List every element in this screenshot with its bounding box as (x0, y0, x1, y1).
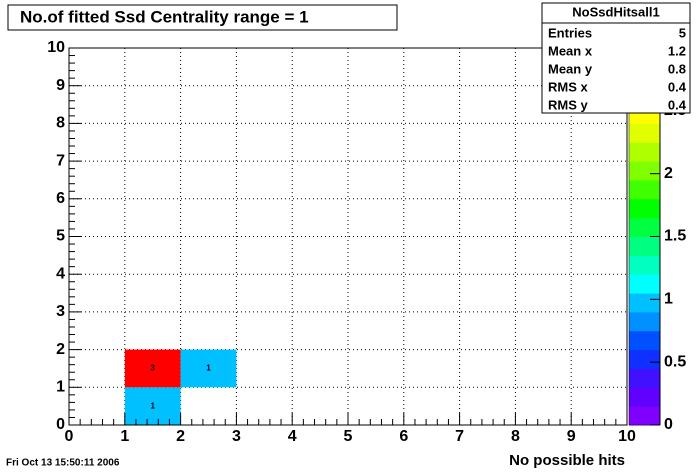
x-tick-label: 3 (232, 428, 241, 445)
stats-value: 1.2 (668, 43, 686, 58)
y-tick-label: 2 (56, 341, 65, 358)
palette-band (629, 368, 660, 388)
y-tick-label: 3 (56, 303, 65, 320)
x-tick-label: 8 (511, 428, 520, 445)
palette-band (629, 311, 660, 332)
palette-band (629, 217, 660, 237)
x-tick-label: 7 (455, 428, 464, 445)
x-tick-label: 4 (288, 428, 297, 445)
cell-label: 1 (206, 364, 211, 373)
stats-value: 0.8 (668, 61, 686, 76)
palette-band (629, 142, 660, 162)
x-tick-label: 6 (399, 428, 408, 445)
palette-band (629, 236, 660, 256)
y-tick-label: 8 (56, 115, 65, 132)
x-tick-label: 9 (567, 428, 576, 445)
y-tick-label: 6 (56, 190, 65, 207)
y-tick-label: 5 (56, 228, 65, 245)
z-tick-label: 2 (664, 165, 673, 182)
stats-value: 0.4 (668, 79, 687, 94)
stats-label: RMS x (548, 79, 589, 94)
palette-band (629, 161, 660, 181)
cell-label: 3 (150, 364, 155, 373)
z-tick-label: 1.5 (664, 228, 686, 245)
x-tick-label: 0 (65, 428, 74, 445)
palette-band (629, 198, 660, 219)
y-tick-label: 0 (56, 416, 65, 433)
cell (180, 349, 237, 388)
x-tick-label: 2 (176, 428, 185, 445)
title-box (7, 4, 398, 31)
y-tick-label: 1 (56, 379, 65, 396)
x-tick-label: 5 (344, 428, 353, 445)
y-tick-label: 10 (47, 39, 65, 56)
palette-band (629, 123, 660, 143)
palette-band (629, 387, 660, 407)
x-tick-label: 10 (618, 428, 636, 445)
palette-band (629, 330, 660, 351)
cell (124, 349, 181, 388)
palette-band (629, 349, 660, 369)
stats-title: NoSsdHitsall1 (572, 4, 659, 19)
z-tick-label: 0 (664, 416, 673, 433)
y-tick-label: 4 (56, 265, 65, 282)
stats-box (541, 2, 691, 114)
x-axis-label: No possible hits (509, 452, 625, 469)
stats-label: Mean y (548, 61, 593, 76)
stats-value: 0.4 (668, 97, 687, 112)
chart-title: No.of fitted Ssd Centrality range = 1 (20, 7, 309, 26)
stats-label: Entries (548, 25, 592, 40)
stats-value: 5 (679, 25, 686, 40)
palette-band (629, 274, 660, 294)
stats-label: RMS y (548, 97, 589, 112)
x-tick-label: 1 (120, 428, 129, 445)
stats-label: Mean x (548, 43, 593, 58)
palette-band (629, 406, 660, 426)
y-tick-label: 9 (56, 77, 65, 94)
y-tick-label: 7 (56, 152, 65, 169)
z-tick-label: 1 (664, 291, 673, 308)
timestamp: Fri Oct 13 15:50:11 2006 (6, 458, 120, 469)
cell-label: 1 (150, 401, 155, 410)
palette-band (629, 255, 660, 275)
cell (124, 387, 181, 425)
palette-band (629, 293, 660, 313)
palette-band (629, 179, 660, 200)
z-tick-label: 0.5 (664, 353, 686, 370)
